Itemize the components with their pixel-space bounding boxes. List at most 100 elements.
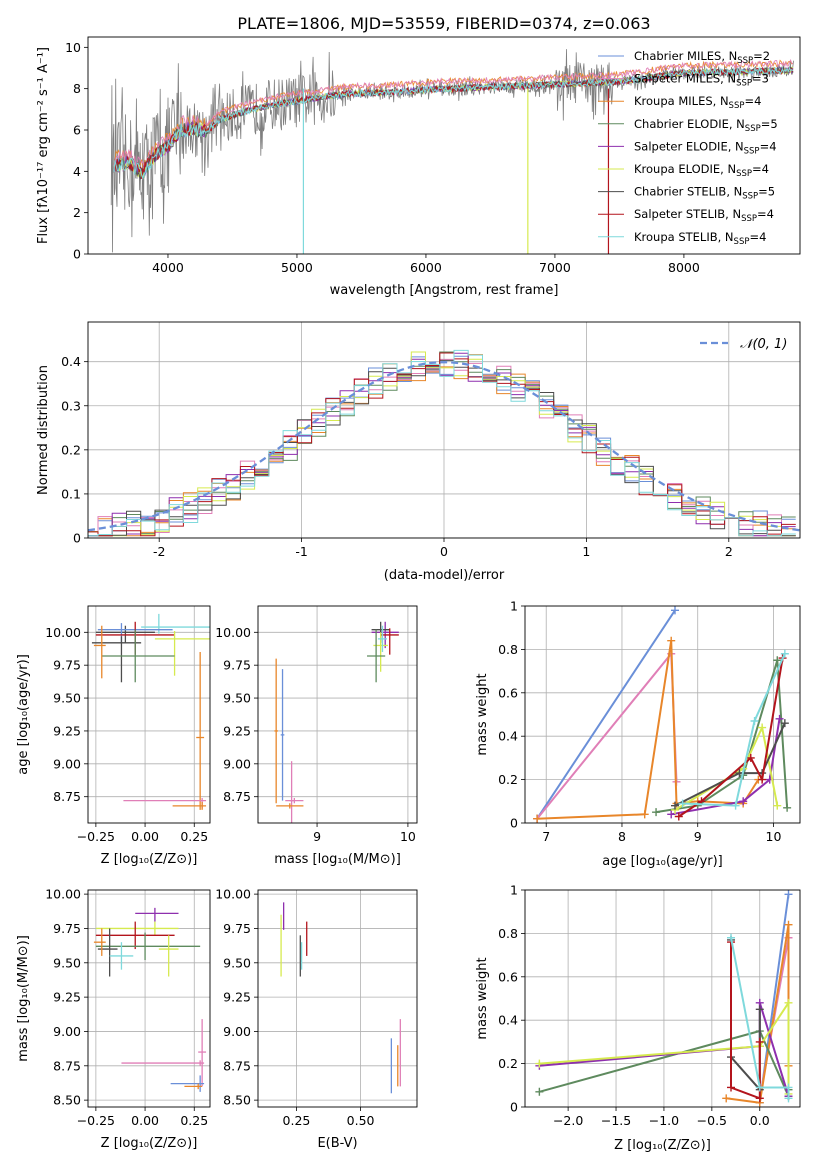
y-tick-label: 9.00: [53, 756, 81, 771]
x-tick-label: −0.25: [77, 829, 115, 844]
plot-area: [110, 49, 794, 254]
axes-frame: [524, 889, 801, 1108]
legend-label: Kroupa ELODIE, NSSP=4: [634, 162, 769, 179]
y-tick-label: 9.25: [223, 723, 251, 738]
y-tick-label: 9.25: [223, 990, 251, 1005]
y-tick-label: 0: [510, 816, 518, 831]
legend-entry: Kroupa STELIB, NSSP=4: [598, 230, 766, 247]
legend-entry: Salpeter STELIB, NSSP=4: [598, 207, 774, 224]
y-tick-label: 0.6: [498, 969, 518, 984]
y-tick-label: 9.75: [53, 921, 81, 936]
y-tick-label: 6: [73, 123, 81, 138]
legend-label-value: =2: [753, 49, 770, 63]
y-tick-label: 10.00: [45, 887, 81, 902]
legend-entry: Chabrier ELODIE, NSSP=5: [598, 117, 778, 134]
panel-age-vs-Z: −0.25 0.00 0.25 8.75 9.00 9.25 9.50 9.75 10.00 Z …: [16, 605, 211, 867]
weight-series: [671, 718, 781, 816]
legend-label-text: Salpeter ELODIE, N: [634, 139, 744, 153]
weight-marker: [640, 810, 649, 819]
plot-area: [525, 606, 800, 823]
x-axis-label: E(B-V): [317, 1136, 357, 1151]
x-tick-label: 10: [400, 829, 416, 844]
axes-frame: [257, 605, 418, 824]
weight-marker: [784, 890, 793, 899]
data-point: [285, 798, 304, 804]
y-tick-label: 8.75: [223, 789, 251, 804]
weight-series: [730, 937, 790, 1099]
legend-label: Salpeter STELIB, NSSP=4: [634, 207, 774, 224]
x-axis-label: Z [log₁₀(Z/Z⊙)]: [101, 852, 198, 867]
legend-label: Salpeter MILES, NSSP=3: [634, 72, 769, 89]
legend-label-subscript: SSP: [742, 192, 758, 202]
data-point: [135, 907, 179, 922]
normal-curve: [88, 360, 800, 532]
legend-label-subscript: SSP: [736, 169, 752, 179]
y-tick-label: 0.2: [498, 772, 518, 787]
y-tick-label: 9.00: [223, 1024, 251, 1039]
weight-marker: [667, 636, 676, 645]
y-tick-label: 9.75: [223, 921, 251, 936]
weight-marker: [533, 814, 542, 823]
y-tick-label: 10.00: [215, 625, 251, 640]
data-point: [97, 928, 118, 977]
weight-marker: [758, 723, 767, 732]
data-point: [196, 652, 205, 810]
weight-marker: [671, 801, 679, 810]
legend-label: Salpeter ELODIE, NSSP=4: [634, 139, 777, 156]
plot-area: [258, 890, 417, 1107]
data-point: [274, 658, 278, 804]
x-axis-label: age [log₁₀(age/yr)]: [602, 854, 723, 869]
legend-entry: Chabrier STELIB, NSSP=5: [598, 185, 775, 202]
weight-series: [730, 942, 761, 1100]
data-point: [377, 625, 388, 653]
legend-label-subscript: SSP: [729, 101, 745, 111]
x-tick-label: 7000: [539, 260, 571, 275]
x-axis-label: (data-model)/error: [384, 568, 505, 583]
x-tick-label: 0.00: [131, 829, 159, 844]
data-point: [121, 1060, 205, 1066]
y-tick-label: 9.50: [223, 691, 251, 706]
x-tick-label: 0: [440, 544, 448, 559]
weight-series: [726, 924, 790, 1104]
y-axis-label: Flux [fλ10⁻¹⁷ erg cm⁻² s⁻¹ A⁻¹]: [36, 47, 51, 244]
plot-area: [88, 322, 800, 538]
y-tick-label: 9.00: [53, 1024, 81, 1039]
legend-label: Kroupa STELIB, NSSP=4: [634, 230, 766, 247]
data-point: [93, 625, 106, 679]
y-axis-label: age [log₁₀(age/yr)]: [16, 654, 31, 775]
legend-label-text: Chabrier MILES, N: [634, 49, 737, 63]
x-tick-label: 6000: [410, 260, 442, 275]
axes-frame: [87, 36, 801, 255]
histogram-series: [88, 352, 796, 537]
x-tick-label: −0.25: [77, 1113, 115, 1128]
legend-label-subscript: SSP: [744, 146, 760, 156]
y-tick-label: 10: [65, 40, 81, 55]
x-tick-label: 8: [618, 829, 626, 844]
y-tick-label: 9.25: [53, 990, 81, 1005]
legend-entry: Chabrier MILES, NSSP=2: [598, 49, 770, 66]
weight-marker: [784, 1083, 793, 1092]
weight-marker: [535, 1059, 544, 1068]
legend-label-value: =4: [749, 230, 766, 244]
weight-marker: [773, 656, 782, 665]
y-tick-label: 1: [510, 883, 518, 898]
weight-marker: [780, 719, 789, 728]
data-point: [95, 921, 175, 950]
x-tick-label: 9: [313, 829, 321, 844]
model-spectrum: [113, 59, 794, 173]
x-tick-label: -2: [153, 544, 165, 559]
panel-age-vs-mass: 9 10 8.75 9.00 9.25 9.50 9.75 10.00 mass [log₁₀(…: [215, 605, 418, 867]
y-tick-label: 9.50: [53, 955, 81, 970]
legend-label-text: Kroupa ELODIE, N: [634, 162, 736, 176]
x-tick-label: -1: [295, 544, 307, 559]
data-point: [95, 921, 179, 936]
histogram-series: [88, 355, 796, 537]
histogram-series: [88, 358, 796, 537]
y-tick-label: 8.75: [223, 1058, 251, 1073]
data-point: [184, 1083, 203, 1090]
data-point: [172, 801, 207, 810]
legend-label-value: =3: [752, 72, 769, 86]
weight-marker: [667, 810, 676, 819]
y-tick-label: 0.2: [498, 1056, 518, 1071]
axes-frame: [87, 605, 211, 824]
